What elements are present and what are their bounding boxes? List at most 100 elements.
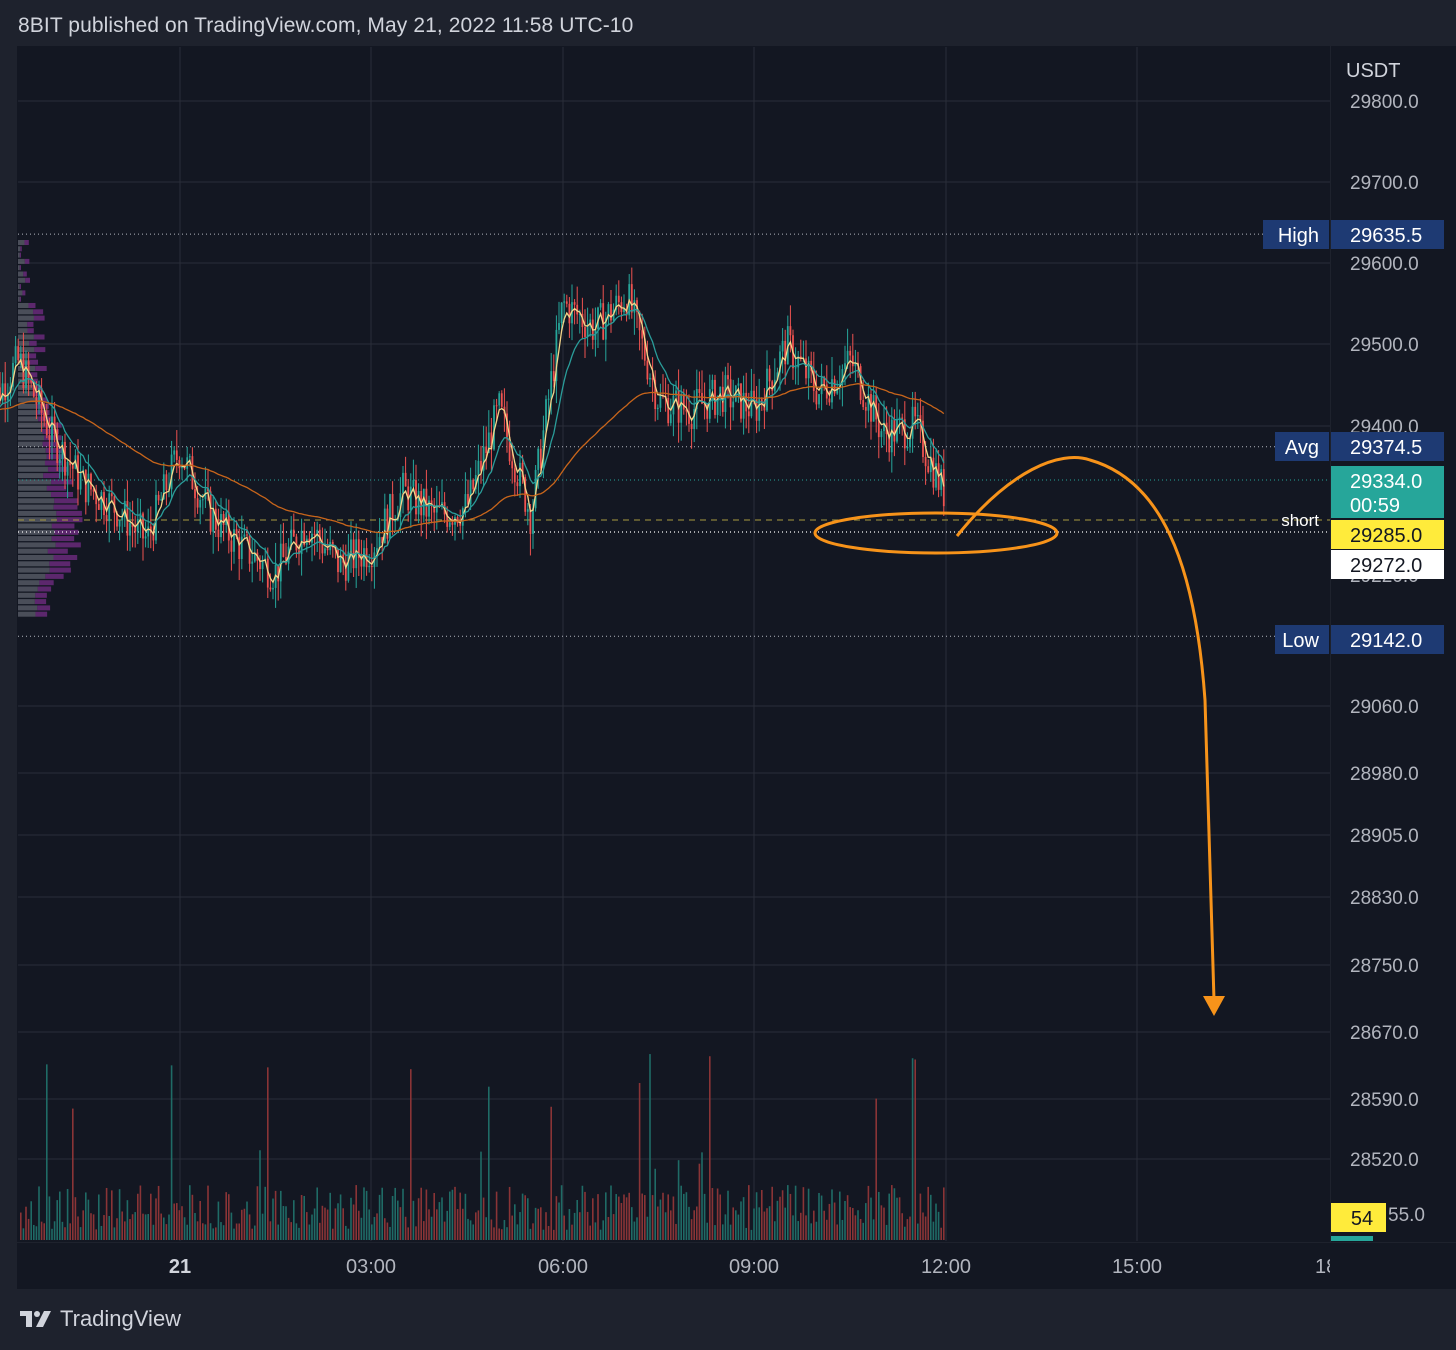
candle-body	[270, 588, 272, 590]
volume-bar	[270, 1221, 272, 1240]
volume-bar	[881, 1205, 883, 1240]
volume-bar	[436, 1209, 438, 1240]
volume-profile-bar	[18, 309, 33, 314]
price-tick-label: 28670.0	[1350, 1023, 1419, 1044]
volume-bar	[571, 1225, 573, 1240]
volume-bar	[545, 1212, 547, 1240]
volume-profile-bar	[18, 240, 24, 245]
volume-bar	[88, 1200, 90, 1240]
volume-bar	[413, 1201, 415, 1240]
volume-bar	[491, 1219, 493, 1240]
candle-body	[805, 358, 807, 378]
volume-bar	[628, 1193, 630, 1240]
candle-body	[501, 393, 503, 406]
volume-bar	[426, 1190, 428, 1240]
volume-bar	[636, 1217, 638, 1240]
volume-bar	[457, 1209, 459, 1240]
volume-profile-bar	[33, 309, 43, 314]
volume-profile-bar	[34, 316, 45, 321]
volume-bar	[327, 1210, 329, 1240]
volume-bar	[813, 1211, 815, 1240]
candle-body	[413, 480, 415, 487]
volume-bar	[171, 1065, 173, 1240]
short-zone-ellipse	[815, 513, 1057, 553]
candle-body	[371, 566, 373, 567]
volume-bar	[98, 1194, 100, 1240]
volume-bar	[595, 1222, 597, 1240]
volume-bar	[584, 1192, 586, 1240]
volume-bar	[675, 1224, 677, 1240]
volume-bar	[823, 1211, 825, 1240]
volume-bar	[576, 1200, 578, 1240]
volume-bar	[267, 1067, 269, 1240]
volume-bar	[878, 1192, 880, 1240]
volume-bar	[727, 1191, 729, 1240]
volume-bar	[28, 1219, 30, 1240]
volume-profile-bar	[18, 284, 20, 289]
volume-bar	[332, 1229, 334, 1240]
volume-bar	[49, 1196, 51, 1240]
price-tick-label: 29060.0	[1350, 697, 1419, 718]
volume-bar	[909, 1217, 911, 1240]
volume-bar	[20, 1213, 22, 1240]
volume-bar	[314, 1208, 316, 1240]
volume-bar	[51, 1229, 53, 1240]
footer-brand[interactable]: TradingView	[18, 1306, 181, 1332]
volume-bar	[600, 1230, 602, 1240]
volume-bar	[792, 1215, 794, 1240]
volume-bar	[181, 1206, 183, 1240]
candle-body	[727, 375, 729, 379]
volume-bar	[423, 1221, 425, 1240]
volume-bar	[85, 1192, 87, 1240]
candle-body	[17, 346, 19, 360]
volume-bar	[873, 1219, 875, 1240]
price-tick-label: 28750.0	[1350, 956, 1419, 977]
candle-body	[732, 402, 734, 408]
volume-bar	[127, 1200, 129, 1240]
candle-body	[862, 400, 864, 407]
volume-bar	[465, 1194, 467, 1240]
volume-profile-bar	[18, 435, 44, 440]
candle-body	[818, 394, 820, 404]
volume-profile-bar	[18, 467, 48, 472]
volume-bar	[288, 1218, 290, 1240]
volume-bar	[366, 1191, 368, 1240]
candle-body	[680, 394, 682, 423]
volume-label-bar	[1331, 1236, 1373, 1241]
volume-profile-bar	[18, 555, 54, 560]
volume-profile-bar	[18, 530, 54, 535]
candle-body	[405, 473, 407, 487]
volume-bar	[225, 1192, 227, 1240]
volume-profile-bar	[18, 328, 27, 333]
volume-bar	[140, 1186, 142, 1240]
volume-bar	[467, 1219, 469, 1240]
candle-body	[158, 495, 160, 500]
volume-bar	[475, 1212, 477, 1240]
volume-bar	[764, 1212, 766, 1240]
volume-profile-bar	[18, 511, 56, 516]
volume-profile-bar	[18, 599, 35, 604]
volume-bar	[569, 1209, 571, 1240]
volume-bar	[548, 1226, 550, 1240]
candle-body	[197, 498, 199, 507]
volume-bar	[623, 1194, 625, 1240]
volume-profile-bar	[50, 568, 71, 573]
volume-bar	[631, 1207, 633, 1240]
candle-body	[519, 463, 521, 486]
candle-body	[511, 461, 513, 468]
volume-bar	[137, 1194, 139, 1240]
volume-bar	[831, 1189, 833, 1240]
volume-profile-bar	[18, 303, 28, 308]
volume-bar	[641, 1194, 643, 1240]
volume-bar	[680, 1186, 682, 1240]
volume-bar	[940, 1228, 942, 1240]
candle-body	[176, 450, 178, 460]
volume-bar	[654, 1169, 656, 1240]
volume-bar	[207, 1186, 209, 1240]
volume-profile-bar	[18, 272, 23, 277]
volume-bar	[795, 1186, 797, 1240]
candle-body	[472, 480, 474, 489]
volume-bar	[886, 1225, 888, 1240]
volume-bar	[381, 1188, 383, 1240]
